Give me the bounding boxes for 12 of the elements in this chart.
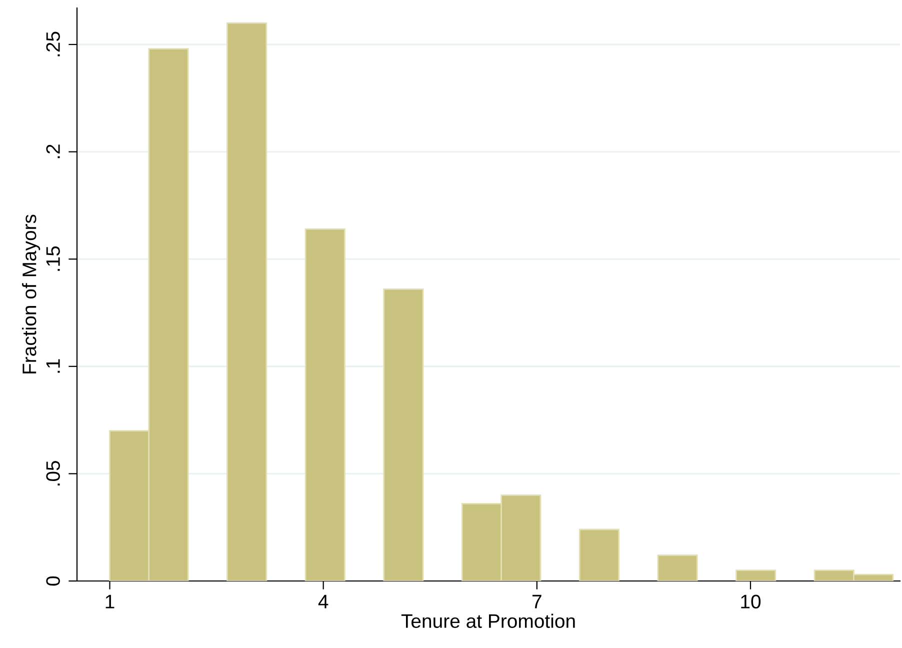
- y-tick-label: .25: [46, 32, 60, 56]
- y-tick-label: .2: [46, 144, 60, 158]
- x-tick-label: 7: [532, 594, 542, 608]
- x-tick-label: 4: [318, 594, 328, 608]
- x-tick-label: 1: [106, 594, 114, 608]
- x-axis-title: Tenure at Promotion: [401, 614, 575, 628]
- y-axis-title: Fraction of Mayors: [22, 214, 40, 374]
- y-tick-label: .1: [46, 359, 60, 373]
- y-tick-label: 0: [46, 576, 60, 586]
- y-tick-label: .15: [46, 246, 60, 271]
- y-tick-label: .05: [46, 460, 60, 486]
- x-tick-label: 10: [741, 594, 761, 608]
